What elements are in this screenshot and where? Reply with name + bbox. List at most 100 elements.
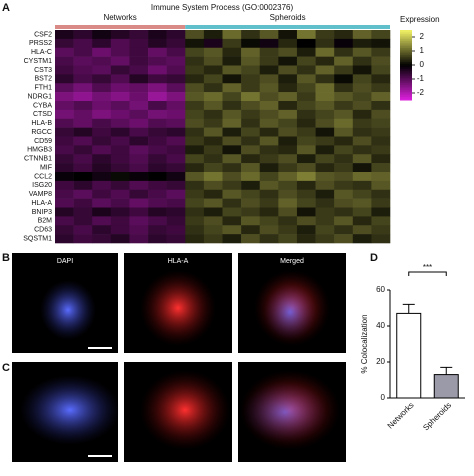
heatmap-cell [73, 109, 93, 120]
heatmap-cell [278, 109, 298, 120]
y-tick-label: 40 [376, 321, 385, 330]
heatmap-cell [259, 74, 279, 84]
heatmap-cell [296, 198, 316, 208]
heatmap-cell [110, 154, 130, 164]
colorbar-step [400, 70, 412, 73]
heatmap-cell [315, 234, 335, 244]
heatmap-cell [315, 38, 335, 49]
heatmap-cell [203, 216, 223, 226]
heatmap-cell [315, 180, 335, 191]
colorbar-step [400, 49, 412, 52]
heatmap-cell [334, 163, 354, 173]
heatmap-cell [148, 207, 167, 217]
heatmap-cell [334, 47, 354, 57]
row-label: CST3 [34, 67, 52, 74]
heatmap-cell [166, 207, 186, 217]
image-label: DAPI [57, 258, 73, 265]
heatmap-cell [222, 101, 242, 111]
heatmap-cell [55, 83, 74, 93]
heatmap-cell [241, 225, 261, 235]
heatmap-cell [166, 101, 186, 111]
heatmap-cell [278, 207, 298, 217]
error-bar [402, 303, 415, 314]
heatmap-cell [278, 47, 298, 57]
micrographs: DAPI HLA-A Merged [12, 253, 346, 462]
heatmap-cell [185, 234, 205, 244]
heatmap-cell [222, 216, 242, 226]
heatmap-cell [278, 216, 298, 226]
heatmap-cell [241, 127, 261, 137]
heatmap-cell [241, 145, 261, 155]
heatmap-cell [278, 30, 298, 40]
colorbar-step [400, 37, 412, 40]
row-label: CYSTM1 [24, 58, 53, 65]
heatmap-cell [148, 198, 167, 208]
heatmap-cell [334, 74, 354, 84]
heatmap-cell [315, 172, 335, 182]
heatmap-cell [166, 154, 186, 164]
heatmap-cell [166, 74, 186, 84]
heatmap-cell [110, 189, 130, 199]
heatmap-cell [185, 163, 205, 173]
colorbar-step [400, 89, 412, 92]
heatmap-cell [222, 145, 242, 155]
heatmap-cell [55, 154, 74, 164]
colorbar-step [400, 80, 412, 83]
heatmap-cell [222, 109, 242, 120]
row-label: VAMP8 [29, 191, 52, 198]
heatmap-cell [296, 163, 316, 173]
heatmap-cell [92, 145, 112, 155]
heatmap-cell [110, 216, 130, 226]
heatmap-cell [166, 118, 186, 128]
heatmap-cell [110, 225, 130, 235]
heatmap-cell [148, 101, 167, 111]
heatmap-cell [92, 136, 112, 146]
heatmap-cell [166, 189, 186, 199]
colorbar-step [400, 65, 412, 68]
heatmap-cell [241, 109, 261, 120]
heatmap-cell [203, 118, 223, 128]
heatmap-cell [334, 65, 354, 75]
colorbar-step [400, 82, 412, 85]
heatmap-cell [110, 47, 130, 57]
heatmap-cell [92, 234, 112, 244]
heatmap-cell [241, 56, 261, 66]
heatmap-cell [166, 30, 186, 40]
heatmap-cell [334, 118, 354, 128]
row-label: CSF2 [34, 31, 52, 38]
heatmap-cell [334, 109, 354, 120]
heatmap-cell [73, 56, 93, 66]
heatmap-cell [259, 127, 279, 137]
heatmap-cell [110, 172, 130, 182]
heatmap-cell [315, 83, 335, 93]
heatmap-cell [315, 92, 335, 102]
row-label: CTNNB1 [24, 156, 52, 163]
heatmap-cell [73, 38, 93, 49]
heatmap-cell [241, 92, 261, 102]
heatmap-cell [73, 207, 93, 217]
heatmap-cell [73, 189, 93, 199]
colorbar-tick-label: 0 [420, 60, 425, 69]
colorbar-step [400, 30, 412, 33]
heatmap-cell [110, 198, 130, 208]
heatmap-cell [129, 92, 149, 102]
heatmap-cell [352, 38, 372, 49]
heatmap-cell [352, 172, 372, 182]
group-label: Networks [103, 13, 136, 22]
heatmap-cell [296, 207, 316, 217]
heatmap-cell [55, 234, 74, 244]
heatmap-cell [203, 225, 223, 235]
heatmap-cell [241, 47, 261, 57]
heatmap-cell [371, 180, 391, 191]
heatmap-cell [55, 216, 74, 226]
heatmap-cell [55, 118, 74, 128]
heatmap-cell [278, 127, 298, 137]
row-label: PRSS2 [29, 40, 52, 47]
heatmap-cell [148, 56, 167, 66]
heatmap-cell [259, 136, 279, 146]
colorbar-tick-label: -2 [417, 88, 425, 97]
heatmap-cell [334, 180, 354, 191]
heatmap-cell [259, 189, 279, 199]
heatmap-cell [73, 101, 93, 111]
heatmap-cell [371, 198, 391, 208]
